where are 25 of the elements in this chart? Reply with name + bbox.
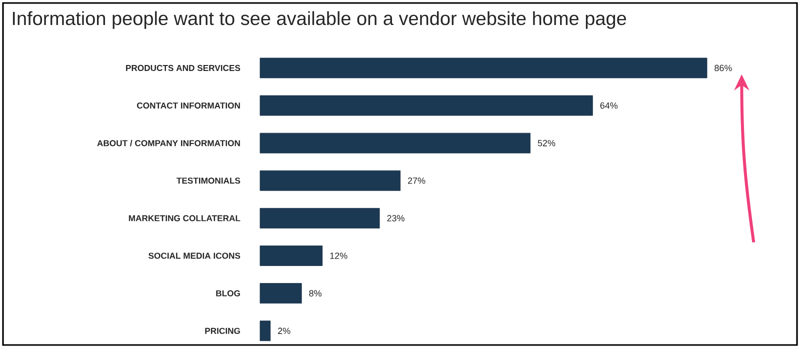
y-tick-label: MARKETING COLLATERAL bbox=[128, 215, 240, 222]
data-label: 8% bbox=[309, 290, 322, 296]
data-label: 2% bbox=[278, 328, 290, 334]
bar bbox=[260, 58, 708, 78]
y-tick-label: CONTACT INFORMATION bbox=[136, 102, 240, 109]
data-label: 52% bbox=[538, 140, 556, 146]
bar bbox=[260, 95, 593, 116]
y-tick-label: ABOUT / COMPANY INFORMATION bbox=[97, 140, 240, 146]
data-label: 23% bbox=[387, 215, 404, 222]
bar bbox=[260, 208, 380, 228]
y-tick-label: TESTIMONIALS bbox=[176, 178, 240, 184]
bar bbox=[260, 246, 323, 266]
data-label: 12% bbox=[330, 252, 348, 259]
bar bbox=[260, 320, 271, 342]
bar bbox=[260, 170, 401, 191]
data-label: 86% bbox=[714, 64, 732, 72]
y-tick-label: PRICING bbox=[205, 328, 240, 334]
y-tick-label: SOCIAL MEDIA ICONS bbox=[148, 252, 240, 259]
data-label: 64% bbox=[600, 102, 618, 109]
y-tick-label: BLOG bbox=[216, 290, 240, 296]
data-label: 27% bbox=[408, 177, 426, 184]
bar bbox=[260, 132, 530, 154]
y-tick-label: PRODUCTS AND SERVICES bbox=[126, 64, 240, 72]
chart-title: Information people want to see available on a vendor website home page bbox=[12, 11, 626, 29]
bar bbox=[260, 283, 302, 304]
